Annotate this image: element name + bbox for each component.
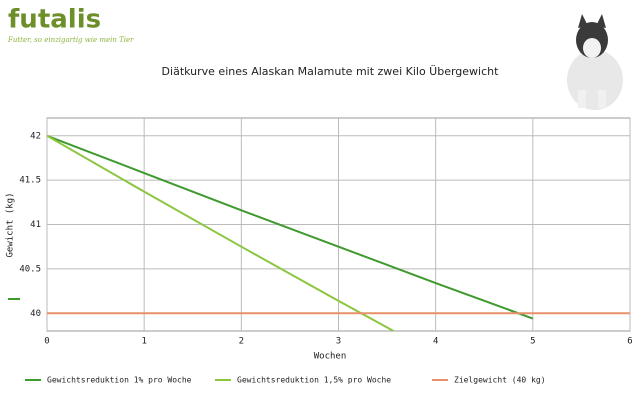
y-tick-label: 42	[30, 131, 41, 141]
y-tick-label: 40	[30, 309, 41, 319]
series-line	[47, 134, 396, 331]
x-tick-label: 0	[44, 337, 49, 347]
logo: futalis	[8, 5, 101, 35]
x-tick-label: 3	[336, 337, 341, 347]
x-tick-label: 4	[433, 337, 438, 347]
legend-label: Zielgewicht (40 kg)	[454, 376, 546, 385]
x-tick-label: 6	[627, 337, 632, 347]
y-axis-label: Gewicht (kg)	[6, 192, 16, 257]
x-tick-label: 1	[141, 337, 146, 347]
series-line	[47, 134, 534, 320]
plot-area	[47, 134, 630, 331]
legend-label: Gewichtsreduktion 1% pro Woche	[47, 376, 192, 385]
legend-label: Gewichtsreduktion 1,5% pro Woche	[237, 376, 391, 385]
chart-title: Diätkurve eines Alaskan Malamute mit zwe…	[162, 65, 500, 78]
dog-illustration	[567, 14, 623, 110]
y-tick-label: 41	[30, 220, 41, 230]
y-tick-label: 41.5	[19, 176, 41, 186]
tagline: Futter, so einzigartig wie mein Tier	[7, 36, 134, 44]
x-axis-label: Wochen	[314, 352, 347, 362]
x-tick-label: 5	[530, 337, 535, 347]
y-tick-label: 40.5	[19, 264, 41, 274]
x-tick-label: 2	[239, 337, 244, 347]
